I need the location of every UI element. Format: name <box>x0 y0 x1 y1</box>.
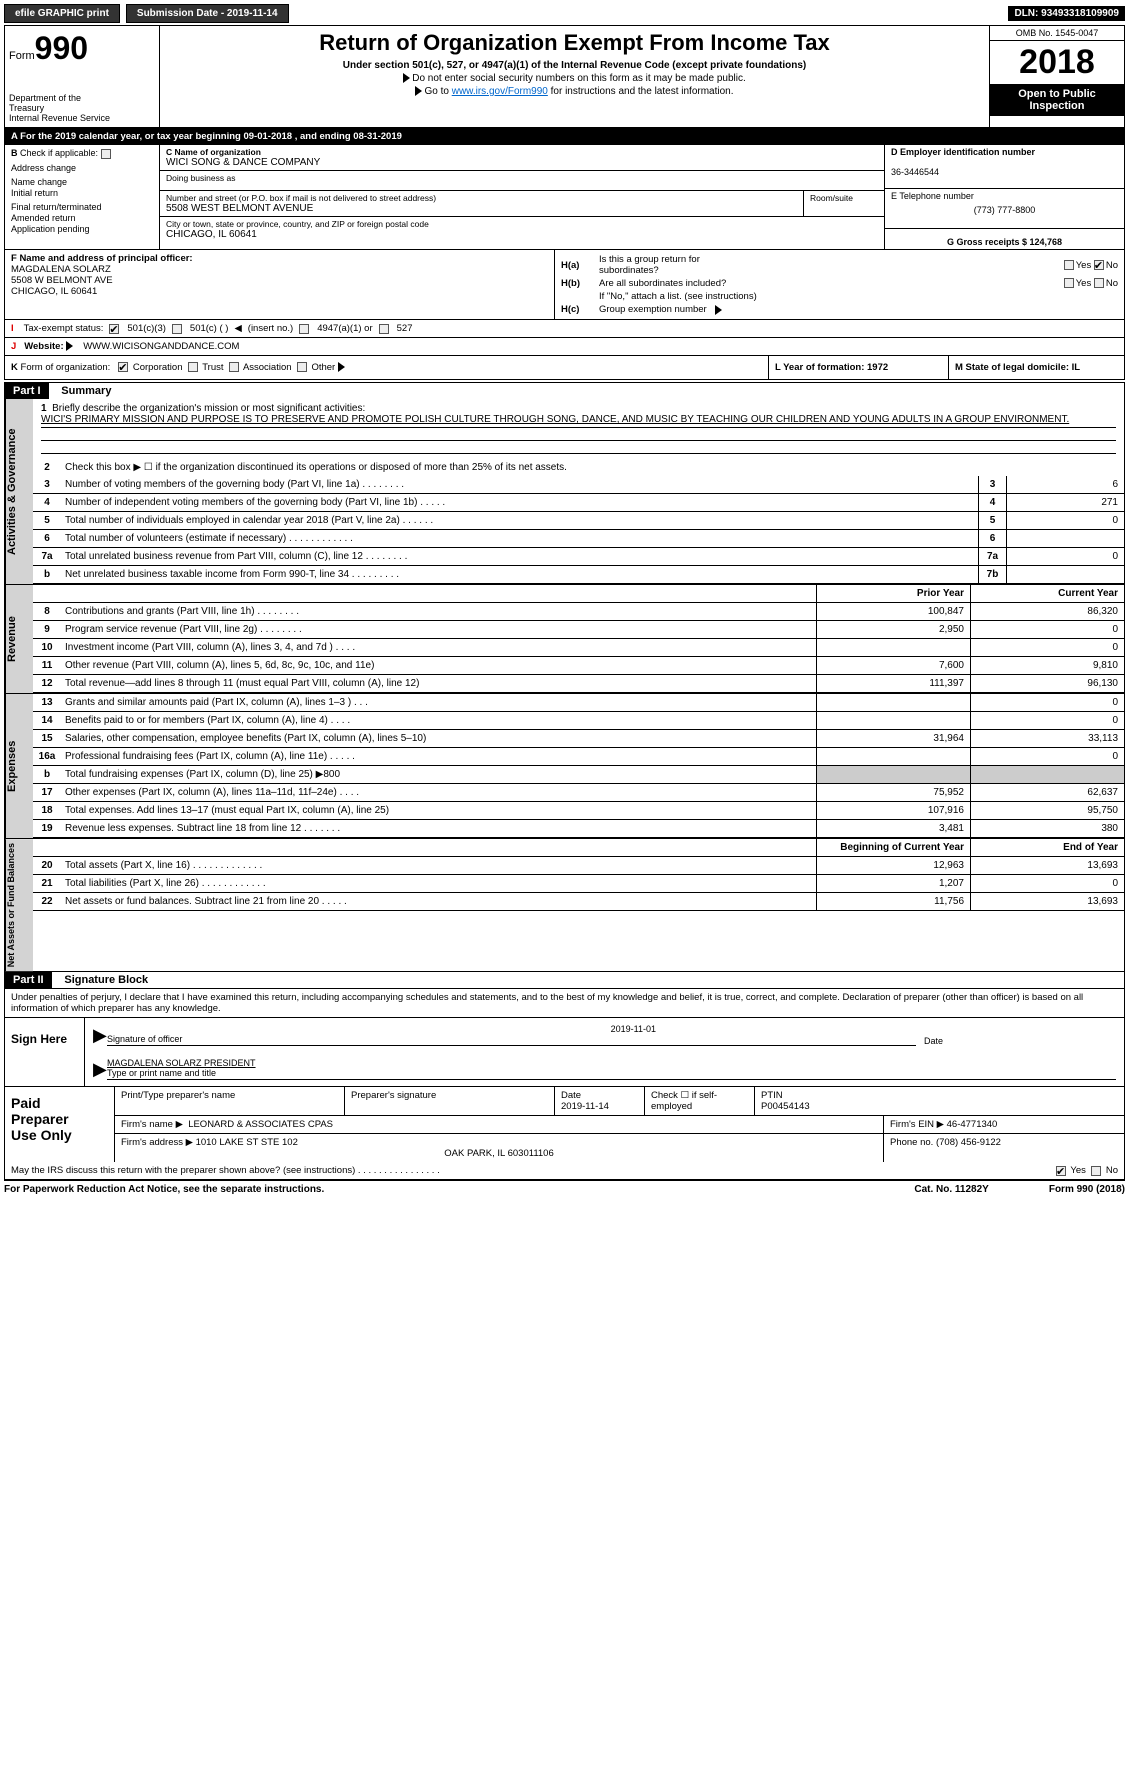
side-expenses: Expenses <box>5 694 33 838</box>
501c3-checkbox[interactable] <box>109 324 119 334</box>
data-line: 14Benefits paid to or for members (Part … <box>33 712 1124 730</box>
assoc-checkbox[interactable] <box>229 362 239 372</box>
data-line: 22Net assets or fund balances. Subtract … <box>33 893 1124 911</box>
note-ssn: Do not enter social security numbers on … <box>164 73 985 84</box>
sig-disclaimer: Under penalties of perjury, I declare th… <box>5 989 1124 1017</box>
org-address: 5508 WEST BELMONT AVENUE <box>166 203 797 214</box>
trust-checkbox[interactable] <box>188 362 198 372</box>
activities-section: Activities & Governance 1 Briefly descri… <box>4 399 1125 585</box>
side-activities: Activities & Governance <box>5 399 33 584</box>
dln-label: DLN: 93493318109909 <box>1008 6 1125 21</box>
ha-yes-checkbox[interactable] <box>1064 260 1074 270</box>
section-d: D Employer identification number 36-3446… <box>884 145 1124 249</box>
sign-here-label: Sign Here <box>5 1018 85 1086</box>
527-checkbox[interactable] <box>379 324 389 334</box>
org-name: WICI SONG & DANCE COMPANY <box>166 157 878 168</box>
data-line: 16aProfessional fundraising fees (Part I… <box>33 748 1124 766</box>
open-public-badge: Open to PublicInspection <box>990 84 1124 116</box>
summary-line: 7aTotal unrelated business revenue from … <box>33 548 1124 566</box>
part2-header: Part II <box>5 972 52 988</box>
sig-arrow-icon: ▶ <box>93 1025 107 1046</box>
officer-signature: MAGDALENA SOLARZ PRESIDENT <box>107 1058 256 1068</box>
corp-checkbox[interactable] <box>118 362 128 372</box>
section-b: B Check if applicable: Address change Na… <box>5 145 160 249</box>
side-netassets: Net Assets or Fund Balances <box>5 839 33 971</box>
data-line: 9Program service revenue (Part VIII, lin… <box>33 621 1124 639</box>
gross-receipts: G Gross receipts $ 124,768 <box>947 237 1062 247</box>
form-org-row: K Form of organization: Corporation Trus… <box>4 356 1125 380</box>
omb-number: OMB No. 1545-0047 <box>990 26 1124 41</box>
hb-yes-checkbox[interactable] <box>1064 278 1074 288</box>
discuss-yes-checkbox[interactable] <box>1056 1166 1066 1176</box>
data-line: 21Total liabilities (Part X, line 26) . … <box>33 875 1124 893</box>
data-line: 13Grants and similar amounts paid (Part … <box>33 694 1124 712</box>
data-line: 11Other revenue (Part VIII, column (A), … <box>33 657 1124 675</box>
data-line: 20Total assets (Part X, line 16) . . . .… <box>33 857 1124 875</box>
tax-year: 2018 <box>990 41 1124 84</box>
expenses-section: Expenses 13Grants and similar amounts pa… <box>4 694 1125 839</box>
website-value: WWW.WICISONGANDDANCE.COM <box>83 341 239 352</box>
firm-phone: (708) 456-9122 <box>936 1137 1001 1148</box>
form-id: Form990 <box>9 30 155 67</box>
efile-button[interactable]: efile GRAPHIC print <box>4 4 120 23</box>
dept-label: Department of theTreasuryInternal Revenu… <box>9 93 155 123</box>
part1-header: Part I <box>5 383 49 399</box>
section-c: C Name of organization WICI SONG & DANCE… <box>160 145 884 249</box>
summary-line: 3Number of voting members of the governi… <box>33 476 1124 494</box>
4947-checkbox[interactable] <box>299 324 309 334</box>
tax-status-row: I Tax-exempt status: 501(c)(3) 501(c) ( … <box>4 320 1125 338</box>
summary-line: bNet unrelated business taxable income f… <box>33 566 1124 584</box>
year-formation: L Year of formation: 1972 <box>775 362 888 373</box>
submission-button[interactable]: Submission Date - 2019-11-14 <box>126 4 289 23</box>
checkbox-applicable[interactable] <box>101 149 111 159</box>
state-domicile: M State of legal domicile: IL <box>955 362 1080 373</box>
note-link: Go to www.irs.gov/Form990 for instructio… <box>164 86 985 97</box>
data-line: 19Revenue less expenses. Subtract line 1… <box>33 820 1124 838</box>
ha-no-checkbox[interactable] <box>1094 260 1104 270</box>
data-line: bTotal fundraising expenses (Part IX, co… <box>33 766 1124 784</box>
website-row: J Website: WWW.WICISONGANDDANCE.COM <box>4 338 1125 356</box>
firm-name: LEONARD & ASSOCIATES CPAS <box>188 1119 333 1130</box>
instructions-link[interactable]: www.irs.gov/Form990 <box>452 86 548 97</box>
hb-no-checkbox[interactable] <box>1094 278 1104 288</box>
form-subtitle: Under section 501(c), 527, or 4947(a)(1)… <box>164 60 985 71</box>
sig-arrow-icon: ▶ <box>93 1059 107 1080</box>
other-checkbox[interactable] <box>297 362 307 372</box>
part1-title: Summary <box>51 385 111 397</box>
signature-section: Under penalties of perjury, I declare th… <box>4 989 1125 1181</box>
entity-info-row: B Check if applicable: Address change Na… <box>4 145 1125 250</box>
data-line: 8Contributions and grants (Part VIII, li… <box>33 603 1124 621</box>
part2-title: Signature Block <box>54 974 148 986</box>
data-line: 12Total revenue—add lines 8 through 11 (… <box>33 675 1124 693</box>
mission-text: WICI'S PRIMARY MISSION AND PURPOSE IS TO… <box>41 414 1069 425</box>
summary-line: 5Total number of individuals employed in… <box>33 512 1124 530</box>
netassets-section: Net Assets or Fund Balances Beginning of… <box>4 839 1125 972</box>
firm-ein: 46-4771340 <box>947 1119 998 1130</box>
summary-line: 4Number of independent voting members of… <box>33 494 1124 512</box>
form-header: Form990 Department of theTreasuryInterna… <box>4 25 1125 128</box>
form-title: Return of Organization Exempt From Incom… <box>164 30 985 56</box>
page-footer: For Paperwork Reduction Act Notice, see … <box>4 1181 1125 1198</box>
data-line: 10Investment income (Part VIII, column (… <box>33 639 1124 657</box>
ein-value: 36-3446544 <box>891 167 939 177</box>
revenue-section: Revenue Prior YearCurrent Year 8Contribu… <box>4 585 1125 694</box>
officer-name: MAGDALENA SOLARZ <box>11 264 111 275</box>
summary-line: 6Total number of volunteers (estimate if… <box>33 530 1124 548</box>
officer-row: F Name and address of principal officer:… <box>4 250 1125 320</box>
ptin-value: P00454143 <box>761 1101 810 1112</box>
data-line: 15Salaries, other compensation, employee… <box>33 730 1124 748</box>
501c-checkbox[interactable] <box>172 324 182 334</box>
data-line: 18Total expenses. Add lines 13–17 (must … <box>33 802 1124 820</box>
topbar: efile GRAPHIC print Submission Date - 20… <box>4 4 1125 23</box>
data-line: 17Other expenses (Part IX, column (A), l… <box>33 784 1124 802</box>
telephone: (773) 777-8800 <box>891 205 1118 215</box>
org-city: CHICAGO, IL 60641 <box>166 229 878 240</box>
discuss-no-checkbox[interactable] <box>1091 1166 1101 1176</box>
calendar-year-row: A For the 2019 calendar year, or tax yea… <box>4 128 1125 145</box>
paid-preparer-label: PaidPreparerUse Only <box>5 1087 115 1162</box>
side-revenue: Revenue <box>5 585 33 693</box>
